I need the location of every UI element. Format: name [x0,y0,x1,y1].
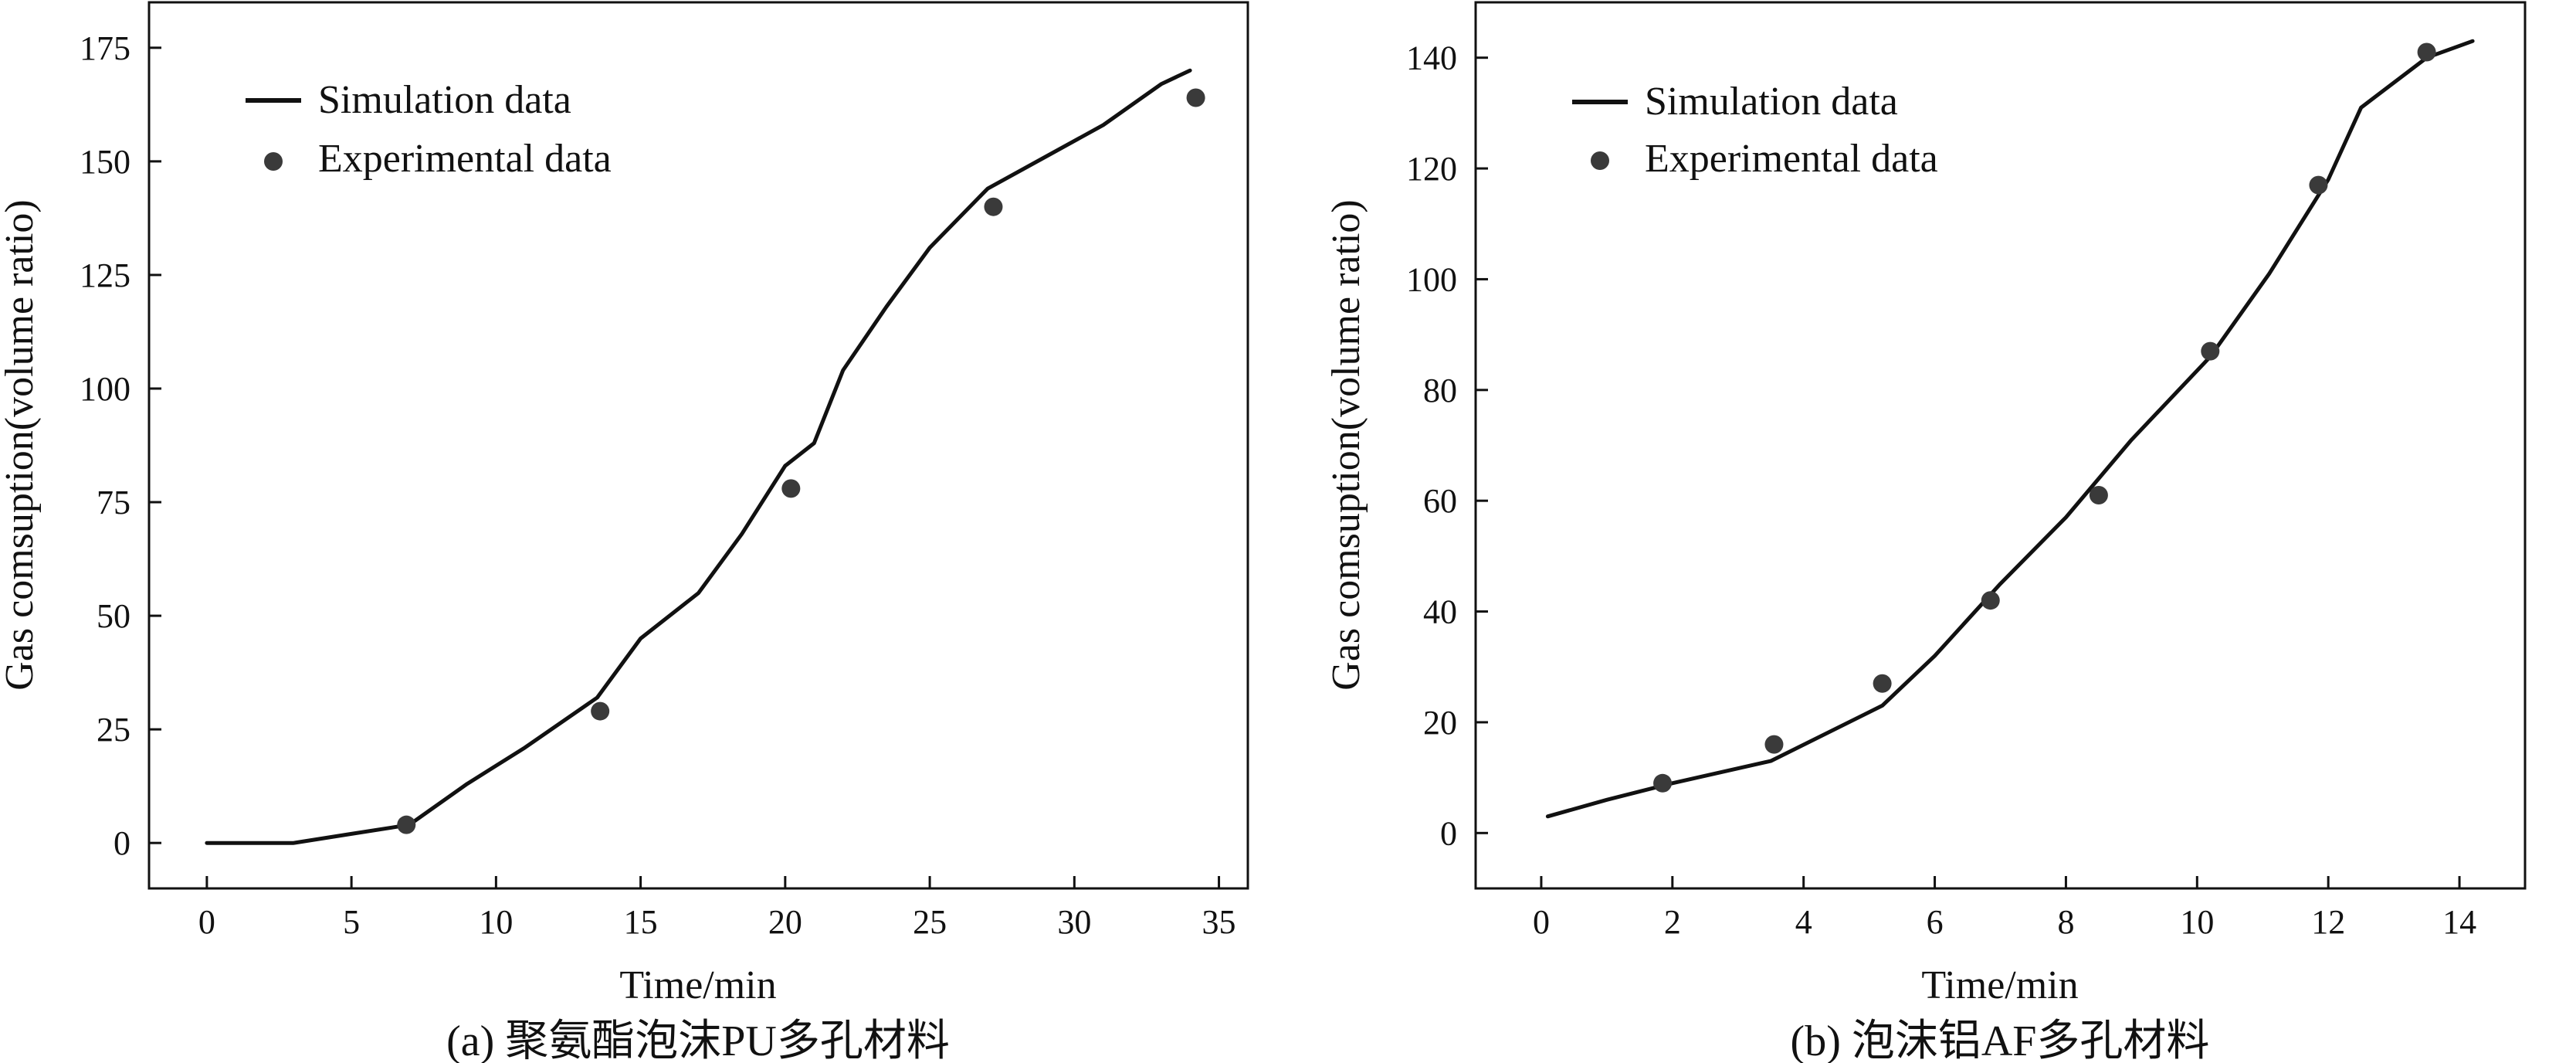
experimental-point [781,479,801,498]
panel-caption: (a) 聚氨酯泡沫PU多孔材料 [446,1017,950,1063]
experimental-point [2089,486,2108,505]
x-ticks: 0 5 10 15 20 25 30 35 [198,876,1236,941]
legend: Simulation data Experimental data [246,78,612,181]
y-tick-label: 50 [97,597,130,635]
simulation-line [205,68,1192,845]
x-tick-label: 35 [1202,903,1236,941]
x-tick-label: 10 [2180,903,2214,941]
experimental-point [984,197,1003,216]
x-tick-label: 5 [343,903,360,941]
experimental-point [591,701,610,721]
legend-label-experimental: Experimental data [1645,137,1938,181]
y-ticks: 0 20 40 60 80 100 120 140 [1406,39,1488,852]
legend-marker-swatch [1591,151,1609,170]
x-axis-label: Time/min [619,963,776,1007]
x-tick-label: 0 [1533,903,1550,941]
y-tick-label: 175 [80,29,130,67]
y-tick-label: 0 [1440,814,1457,852]
legend: Simulation data Experimental data [1572,80,1938,181]
y-tick-label: 20 [1423,704,1457,742]
y-tick-label: 120 [1406,150,1457,188]
y-ticks: 0 25 50 75 100 125 150 175 [80,29,161,862]
x-tick-label: 15 [624,903,658,941]
experimental-point [1764,735,1784,754]
x-tick-label: 20 [768,903,802,941]
x-tick-label: 4 [1795,903,1812,941]
x-axis-label: Time/min [1921,963,2078,1007]
y-tick-label: 80 [1423,372,1457,409]
x-tick-label: 14 [2442,903,2476,941]
y-tick-label: 75 [97,484,130,521]
plot-frame [1474,1,2527,890]
panel-caption: (b) 泡沫铝AF多孔材料 [1791,1017,2210,1063]
chart-panel-a: 0 5 10 15 20 25 30 35 0 25 50 75 100 125 150 175 Simul… [0,1,1249,1063]
x-tick-label: 2 [1664,903,1681,941]
x-tick-label: 0 [198,903,215,941]
x-tick-label: 8 [2057,903,2074,941]
experimental-point [2417,42,2436,62]
experimental-point [1186,88,1205,107]
x-tick-label: 30 [1057,903,1091,941]
data-marks [1545,39,2475,819]
plot-frame [147,1,1249,890]
chart-panel-b: 0 2 4 6 8 10 12 14 0 20 40 60 80 100 120 140 Simulatio… [1324,1,2527,1063]
legend-label-experimental: Experimental data [318,137,612,181]
y-tick-label: 140 [1406,39,1457,77]
y-tick-label: 40 [1423,593,1457,631]
x-tick-label: 25 [913,903,947,941]
y-axis-label: Gas comsuption(volume ratio) [0,199,42,690]
experimental-point [1653,773,1673,793]
y-tick-label: 125 [80,256,130,294]
x-ticks: 0 2 4 6 8 10 12 14 [1533,876,2476,941]
x-tick-label: 6 [1927,903,1944,941]
legend-marker-swatch [264,152,283,171]
x-tick-label: 12 [2311,903,2345,941]
legend-label-simulation: Simulation data [318,78,571,122]
simulation-line [1545,39,2475,819]
y-axis-label: Gas comsuption(volume ratio) [1324,199,1368,690]
data-marks [205,68,1205,845]
y-tick-label: 60 [1423,482,1457,520]
experimental-point [1981,591,2000,610]
experimental-point [397,815,416,834]
experimental-point [2309,175,2328,195]
y-tick-label: 100 [80,370,130,408]
y-tick-label: 150 [80,143,130,181]
experimental-point [1873,674,1892,693]
experimental-point [2201,341,2220,361]
y-tick-label: 100 [1406,260,1457,298]
x-tick-label: 10 [479,903,513,941]
y-tick-label: 25 [97,711,130,749]
legend-label-simulation: Simulation data [1645,80,1898,124]
y-tick-label: 0 [114,824,130,862]
